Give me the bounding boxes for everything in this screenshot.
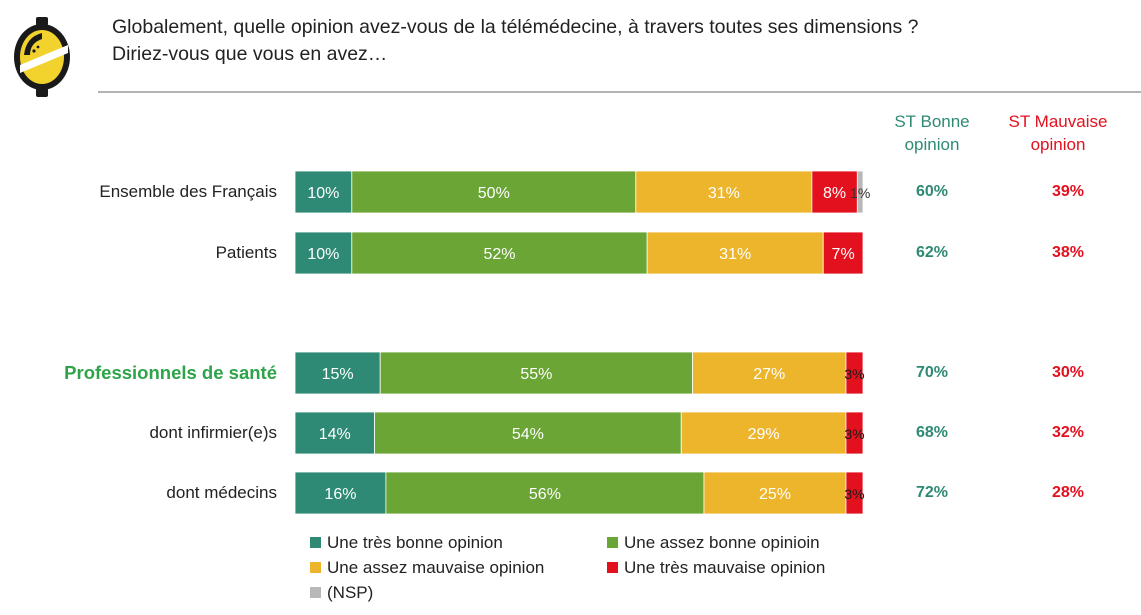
legend-swatch-tres-mauvaise [607, 562, 618, 573]
data-label-dont-medecins-tres-mauvaise: 3% [844, 486, 864, 502]
legend-label-assez-mauvaise: Une assez mauvaise opinion [327, 558, 545, 577]
legend-swatch-nsp [310, 587, 321, 598]
st-bonne-value-ensemble-des-francais: 60% [915, 183, 949, 200]
data-label-ensemble-des-francais-tres-bonne: 10% [307, 185, 339, 202]
data-label-patients-tres-mauvaise: 7% [832, 246, 855, 263]
bar-segment-patients-tres-mauvaise [822, 231, 864, 275]
data-label-ensemble-des-francais-assez-mauvaise: 31% [708, 185, 740, 202]
category-label-professionnels-de-sante: Professionnels de santé [64, 362, 277, 383]
st-bonne-value-dont-infirmier-e-s: 68% [915, 424, 949, 441]
st-mauvaise-value-ensemble-des-francais: 39% [1051, 183, 1085, 200]
bar-segment-dont-medecins-assez-bonne [385, 471, 705, 515]
data-label-professionnels-de-sante-assez-mauvaise: 27% [753, 366, 785, 383]
bar-segment-dont-infirmier-e-s-assez-bonne [374, 411, 682, 455]
bar-segment-ensemble-des-francais-assez-bonne [351, 170, 637, 214]
st-bonne-header-line2: opinion [904, 135, 960, 154]
bar-segment-dont-infirmier-e-s-tres-bonne [294, 411, 375, 455]
bar-segment-patients-assez-bonne [351, 231, 648, 275]
st-mauvaise-header-line1: ST Mauvaise [1008, 112, 1108, 131]
data-label-ensemble-des-francais-tres-mauvaise: 8% [823, 185, 846, 202]
bar-ensemble-des-francais: 10% 50% 31% 8% 1% [294, 170, 870, 214]
legend-item-nsp: (NSP) [310, 581, 373, 605]
data-label-patients-tres-bonne: 10% [307, 246, 339, 263]
bar-segment-patients-tres-bonne [294, 231, 353, 275]
legend-label-assez-bonne: Une assez bonne opinioin [624, 533, 820, 552]
bar-dont-medecins: 16% 56% 25% 3% [294, 471, 865, 515]
data-label-dont-infirmier-e-s-tres-bonne: 14% [319, 426, 351, 443]
category-label-dont-infirmier-e-s: dont infirmier(e)s [149, 423, 277, 442]
legend-swatch-tres-bonne [310, 537, 321, 548]
bar-dont-infirmier-e-s: 14% 54% 29% 3% [294, 411, 865, 455]
data-label-patients-assez-mauvaise: 31% [719, 246, 751, 263]
st-mauvaise-value-professionnels-de-sante: 30% [1051, 364, 1085, 381]
data-label-ensemble-des-francais-assez-bonne: 50% [478, 185, 510, 202]
st-mauvaise-value-dont-infirmier-e-s: 32% [1051, 424, 1085, 441]
st-mauvaise-header: ST Mauvaise opinion [988, 110, 1128, 156]
data-label-dont-medecins-assez-bonne: 56% [529, 486, 561, 503]
legend-item-tres-mauvaise: Une très mauvaise opinion [607, 556, 825, 580]
legend-item-assez-mauvaise: Une assez mauvaise opinion [310, 556, 544, 580]
data-label-dont-infirmier-e-s-tres-mauvaise: 3% [844, 426, 864, 442]
st-bonne-header-line1: ST Bonne [894, 112, 970, 131]
st-bonne-header: ST Bonne opinion [862, 110, 1002, 156]
bar-segment-dont-medecins-tres-bonne [294, 471, 387, 515]
bar-segment-dont-infirmier-e-s-tres-mauvaise [845, 411, 864, 455]
title-divider [98, 91, 1141, 93]
category-label-patients: Patients [215, 243, 277, 262]
bar-segment-ensemble-des-francais-nsp [856, 170, 864, 214]
st-mauvaise-header-line2: opinion [1030, 135, 1086, 154]
legend-item-tres-bonne: Une très bonne opinion [310, 531, 503, 555]
data-label-dont-medecins-assez-mauvaise: 25% [759, 486, 791, 503]
data-label-dont-infirmier-e-s-assez-mauvaise: 29% [748, 426, 780, 443]
st-mauvaise-value-dont-medecins: 28% [1051, 484, 1085, 501]
bar-segment-dont-medecins-tres-mauvaise [845, 471, 864, 515]
legend-label-tres-bonne: Une très bonne opinion [327, 533, 503, 552]
bar-segment-dont-infirmier-e-s-assez-mauvaise [680, 411, 847, 455]
data-label-dont-infirmier-e-s-assez-bonne: 54% [512, 426, 544, 443]
question-title: Globalement, quelle opinion avez-vous de… [112, 14, 1072, 68]
bar-segment-dont-medecins-assez-mauvaise [703, 471, 847, 515]
legend-item-assez-bonne: Une assez bonne opinioin [607, 531, 820, 555]
legend-label-tres-mauvaise: Une très mauvaise opinion [624, 558, 826, 577]
st-bonne-value-professionnels-de-sante: 70% [915, 364, 949, 381]
bar-segment-ensemble-des-francais-tres-mauvaise [811, 170, 858, 214]
bar-segment-ensemble-des-francais-tres-bonne [294, 170, 353, 214]
category-label-ensemble-des-francais: Ensemble des Français [99, 182, 277, 201]
question-line-2: Diriez-vous que vous en avez… [112, 43, 388, 65]
data-label-patients-assez-bonne: 52% [483, 246, 515, 263]
bar-segment-professionnels-de-sante-assez-bonne [379, 351, 693, 395]
st-bonne-value-dont-medecins: 72% [915, 484, 949, 501]
bar-segment-professionnels-de-sante-tres-bonne [294, 351, 381, 395]
st-bonne-value-patients: 62% [915, 244, 949, 261]
legend-swatch-assez-bonne [607, 537, 618, 548]
bar-patients: 10% 52% 31% 7% [294, 231, 864, 275]
data-label-dont-medecins-tres-bonne: 16% [324, 486, 356, 503]
bar-segment-professionnels-de-sante-tres-mauvaise [845, 351, 864, 395]
brand-logo-icon [14, 17, 70, 97]
legend-label-nsp: (NSP) [327, 583, 374, 602]
bar-professionnels-de-sante: 15% 55% 27% 3% [294, 351, 865, 395]
data-label-ensemble-des-francais-nsp: 1% [850, 185, 870, 201]
data-label-professionnels-de-sante-assez-bonne: 55% [520, 366, 552, 383]
data-label-professionnels-de-sante-tres-bonne: 15% [322, 366, 354, 383]
bar-segment-professionnels-de-sante-assez-mauvaise [692, 351, 847, 395]
question-line-1: Globalement, quelle opinion avez-vous de… [112, 16, 919, 38]
st-mauvaise-value-patients: 38% [1051, 244, 1085, 261]
category-label-dont-medecins: dont médecins [166, 483, 277, 502]
bar-segment-ensemble-des-francais-assez-mauvaise [635, 170, 813, 214]
legend-swatch-assez-mauvaise [310, 562, 321, 573]
chart-legend: Une très bonne opinion Une assez bonne o… [310, 531, 870, 611]
data-label-professionnels-de-sante-tres-mauvaise: 3% [844, 366, 864, 382]
